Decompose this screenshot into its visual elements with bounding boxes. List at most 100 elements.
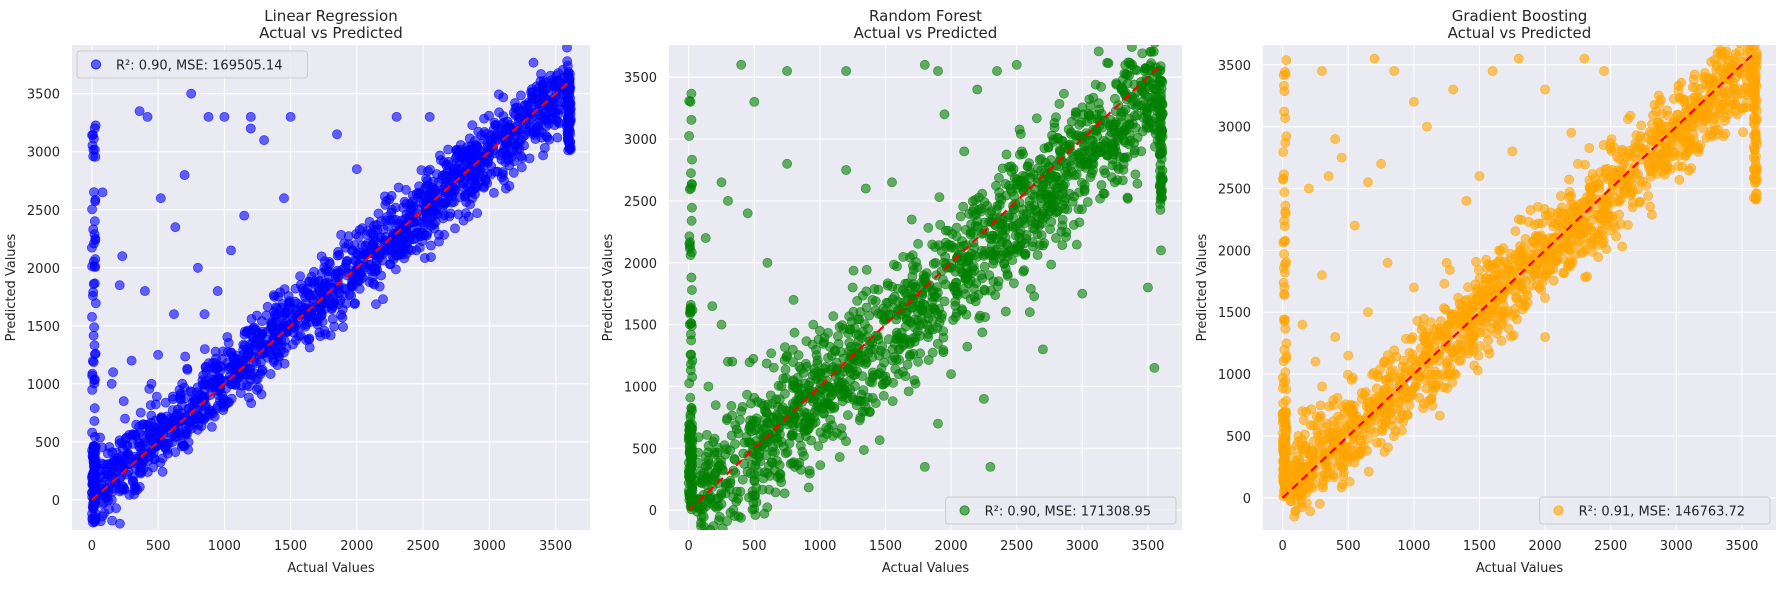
data-point [245,112,256,122]
data-point [687,419,697,430]
data-point [811,404,821,414]
data-point [1014,149,1025,160]
data-point [525,98,536,109]
data-point [406,203,417,214]
data-point [1146,4,1155,13]
data-point [1644,127,1655,138]
data-point [1093,147,1104,158]
data-point [909,375,920,385]
data-point [304,342,315,353]
data-point [1552,211,1563,222]
data-point [701,528,709,530]
data-point [962,341,973,352]
data-point [89,340,100,351]
data-point [848,265,859,276]
data-point [328,291,339,302]
data-point [959,146,970,157]
data-point [922,308,933,319]
data-point [1061,231,1071,242]
data-point [458,215,469,226]
data-point [1687,82,1698,93]
data-point [1472,283,1483,294]
data-point [1122,152,1133,162]
data-point [1038,344,1048,355]
data-point [433,229,444,240]
data-point [520,124,531,135]
data-point [1143,282,1153,293]
data-point [1002,270,1013,281]
data-point [262,301,273,312]
data-point [809,368,820,378]
data-point [1686,163,1697,174]
data-point [685,237,695,248]
data-point [686,359,696,370]
data-point [88,256,99,267]
data-point [864,407,875,418]
data-point [938,332,949,343]
data-point [1094,104,1105,115]
data-point [736,59,747,70]
data-point [364,216,375,227]
data-point [1018,266,1029,277]
data-point [304,333,315,344]
ideal-fit-line [91,81,570,501]
data-point [898,340,909,351]
data-point [1743,22,1752,31]
data-point [469,183,480,194]
data-point [1614,209,1625,220]
data-point [1662,105,1672,116]
data-point [1727,45,1732,46]
data-point [89,403,100,414]
data-point [977,327,988,338]
data-point [534,83,544,93]
data-point [716,177,727,188]
data-point [833,331,843,342]
data-point [1668,132,1679,143]
data-point [1558,253,1569,264]
data-point [386,207,397,218]
scatter-points [1277,22,1762,543]
data-point [89,216,100,227]
data-point [290,283,301,294]
data-point [1287,534,1296,543]
data-point [1601,244,1612,254]
data-point [1416,370,1426,381]
chart-title: Random Forest [869,7,982,25]
scatter-points [683,4,1168,530]
data-point [209,362,220,373]
data-point [1132,110,1143,121]
y-tick-label: 2000 [624,257,657,272]
data-point [889,352,900,362]
data-point [1418,403,1428,414]
data-point [1411,378,1422,389]
data-point [742,389,752,400]
data-point [1647,209,1657,220]
panel-1: 0 500 1000 1500 2000 2500 3000 3500050010001500… [4,7,590,576]
data-point [1660,169,1670,180]
data-point [146,378,157,389]
data-point [778,441,789,452]
x-tick-label: 500 [146,539,171,554]
data-point [791,395,801,406]
data-point [346,280,357,290]
data-point [424,112,435,122]
data-point [89,278,100,289]
data-point [1057,220,1068,231]
x-tick-label: 3000 [473,539,506,554]
data-point [279,284,290,294]
panel-2: 0 500 1000 1500 2000 2500 3000 3500050010001500… [601,4,1182,576]
data-point [1009,278,1019,289]
data-point [1639,144,1650,155]
data-point [189,414,199,424]
data-point [749,476,760,486]
data-point [309,279,320,289]
data-point [878,390,889,401]
data-point [863,323,873,334]
data-point [737,474,748,485]
data-point [1521,285,1531,296]
data-point [1106,127,1117,138]
x-tick-label: 3500 [539,539,572,554]
x-tick-label: 2500 [1000,539,1033,554]
data-point [119,453,130,463]
x-axis-label: Actual Values [882,561,970,576]
